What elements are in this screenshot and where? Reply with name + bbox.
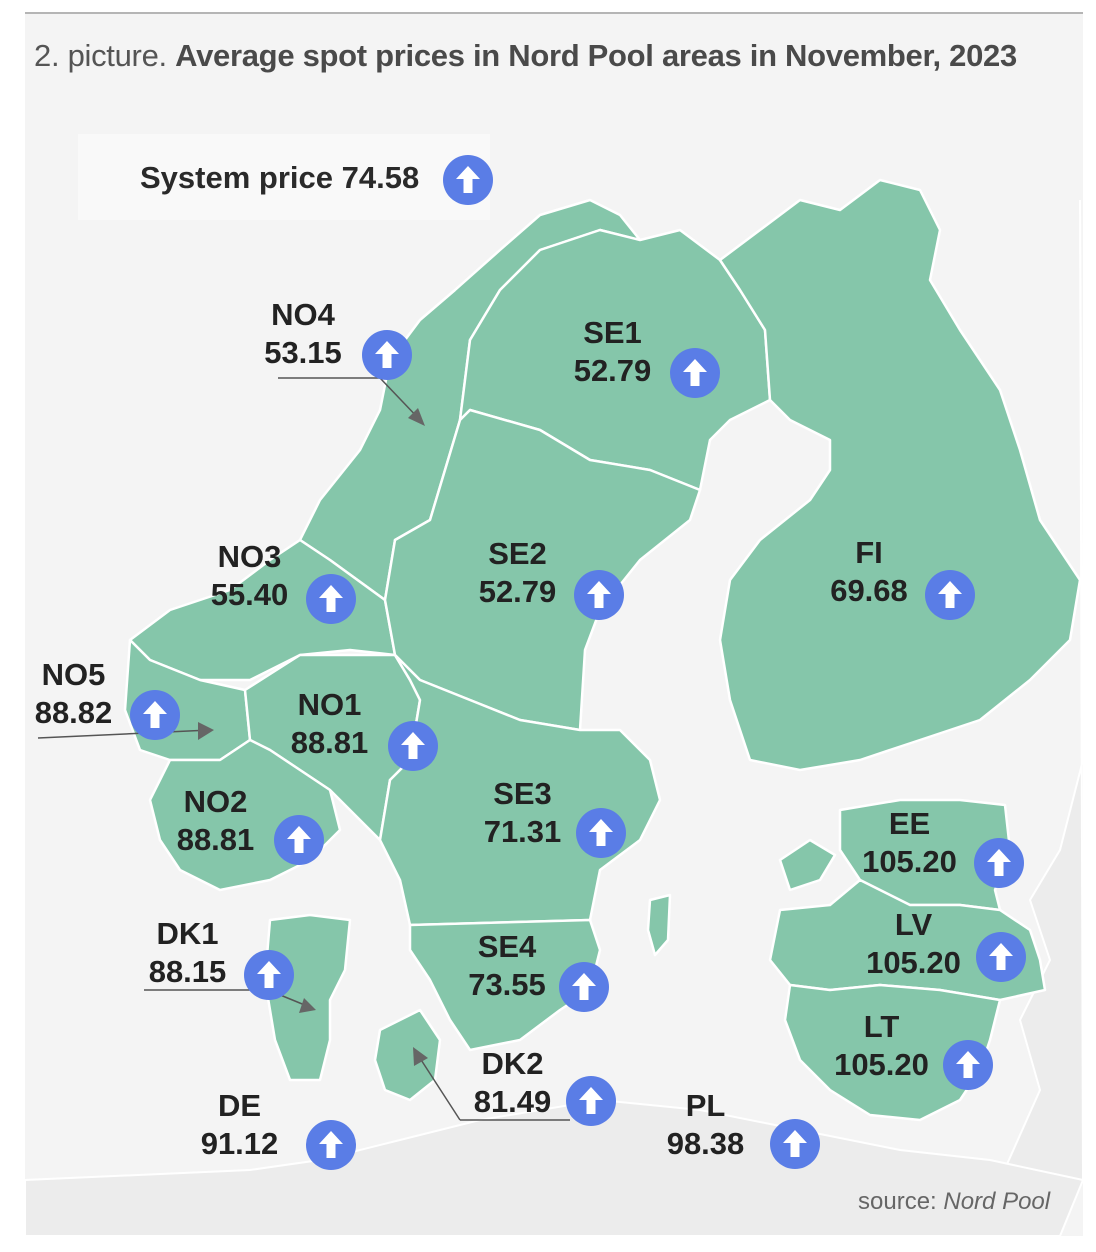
system-price-text: System price	[140, 160, 333, 195]
area-label-pl: PL 98.38	[658, 1087, 753, 1163]
area-label-no5: NO5 88.82	[26, 656, 121, 732]
area-price: 88.15	[148, 954, 227, 989]
up-arrow-icon	[306, 1120, 356, 1170]
area-label-no2: NO2 88.81	[168, 783, 263, 859]
up-arrow-icon	[566, 1076, 616, 1126]
area-price: 88.81	[176, 822, 255, 857]
area-code: NO3	[217, 539, 282, 574]
up-arrow-icon	[976, 932, 1026, 982]
area-code: EE	[888, 806, 931, 841]
chart-title: 2. picture. Average spot prices in Nord …	[34, 38, 1017, 74]
region-se4	[408, 918, 602, 1052]
area-code: NO2	[183, 784, 248, 819]
area-label-dk2: DK2 81.49	[465, 1045, 560, 1121]
area-price: 88.82	[34, 695, 113, 730]
source-name: Nord Pool	[943, 1188, 1051, 1215]
source-note: source: Nord Pool	[858, 1188, 1050, 1216]
area-price: 69.68	[830, 573, 908, 608]
pointer-lines	[37, 377, 570, 1121]
up-arrow-icon	[925, 570, 975, 620]
up-arrow-icon	[974, 838, 1024, 888]
area-price: 53.15	[264, 335, 342, 370]
area-price: 105.20	[862, 844, 957, 879]
area-price: 98.38	[666, 1126, 745, 1161]
area-price: 91.12	[200, 1126, 279, 1161]
up-arrow-icon	[576, 808, 626, 858]
area-code: DE	[217, 1088, 262, 1123]
region-ee	[838, 798, 1012, 912]
area-code: SE3	[493, 776, 552, 811]
title-main: Average spot prices in Nord Pool areas i…	[175, 38, 1017, 73]
area-label-se1: SE1 52.79	[565, 314, 660, 390]
area-label-lv: LV 105.20	[856, 906, 971, 982]
area-code: DK2	[481, 1046, 544, 1081]
area-label-no4: NO4 53.15	[258, 296, 348, 372]
area-price: 88.81	[290, 725, 369, 760]
up-arrow-icon	[388, 721, 438, 771]
top-rule	[25, 12, 1083, 15]
area-code: SE4	[477, 929, 537, 964]
up-arrow-icon	[770, 1119, 820, 1169]
up-arrow-icon	[130, 690, 180, 740]
area-price: 52.79	[478, 574, 557, 609]
area-price: 105.20	[834, 1047, 929, 1082]
area-code: NO4	[271, 297, 335, 332]
area-label-fi: FI 69.68	[820, 534, 918, 610]
area-code: LV	[894, 907, 933, 942]
area-price: 81.49	[473, 1084, 552, 1119]
area-code: SE2	[488, 536, 547, 571]
area-label-no3: NO3 55.40	[202, 538, 297, 614]
area-label-ee: EE 105.20	[852, 805, 967, 881]
area-label-se4: SE4 73.55	[458, 928, 556, 1004]
area-label-se3: SE3 71.31	[475, 775, 570, 851]
island-saaremaa	[778, 838, 837, 892]
up-arrow-icon	[574, 570, 624, 620]
area-code: FI	[855, 535, 883, 570]
area-label-lt: LT 105.20	[824, 1008, 939, 1084]
up-arrow-icon	[943, 1040, 993, 1090]
system-price-label: System price 74.58	[140, 160, 419, 196]
up-arrow-icon	[559, 962, 609, 1012]
up-arrow-icon	[274, 815, 324, 865]
title-prefix: 2. picture.	[34, 38, 167, 73]
area-price: 73.55	[468, 967, 546, 1002]
source-prefix: source:	[858, 1188, 937, 1215]
region-fi	[718, 178, 1082, 772]
area-label-se2: SE2 52.79	[470, 535, 565, 611]
area-code: PL	[685, 1088, 726, 1123]
system-price-value: 74.58	[341, 160, 420, 195]
up-arrow-icon	[362, 330, 412, 380]
up-arrow-icon	[443, 155, 493, 205]
area-code: DK1	[156, 916, 219, 951]
island-gotland	[646, 893, 672, 957]
area-code: NO1	[297, 687, 362, 722]
area-label-dk1: DK1 88.15	[140, 915, 235, 991]
area-price: 71.31	[483, 814, 562, 849]
area-label-de: DE 91.12	[192, 1087, 287, 1163]
region-dk2	[373, 1008, 442, 1102]
area-price: 55.40	[210, 577, 289, 612]
system-price-panel	[78, 134, 490, 220]
up-arrow-icon	[670, 348, 720, 398]
area-code: LT	[863, 1009, 900, 1044]
area-code: SE1	[583, 315, 642, 350]
up-arrow-icon	[306, 574, 356, 624]
up-arrow-icon	[244, 950, 294, 1000]
area-label-no1: NO1 88.81	[282, 686, 377, 762]
area-price: 105.20	[866, 945, 961, 980]
area-price: 52.79	[573, 353, 652, 388]
area-code: NO5	[41, 657, 106, 692]
